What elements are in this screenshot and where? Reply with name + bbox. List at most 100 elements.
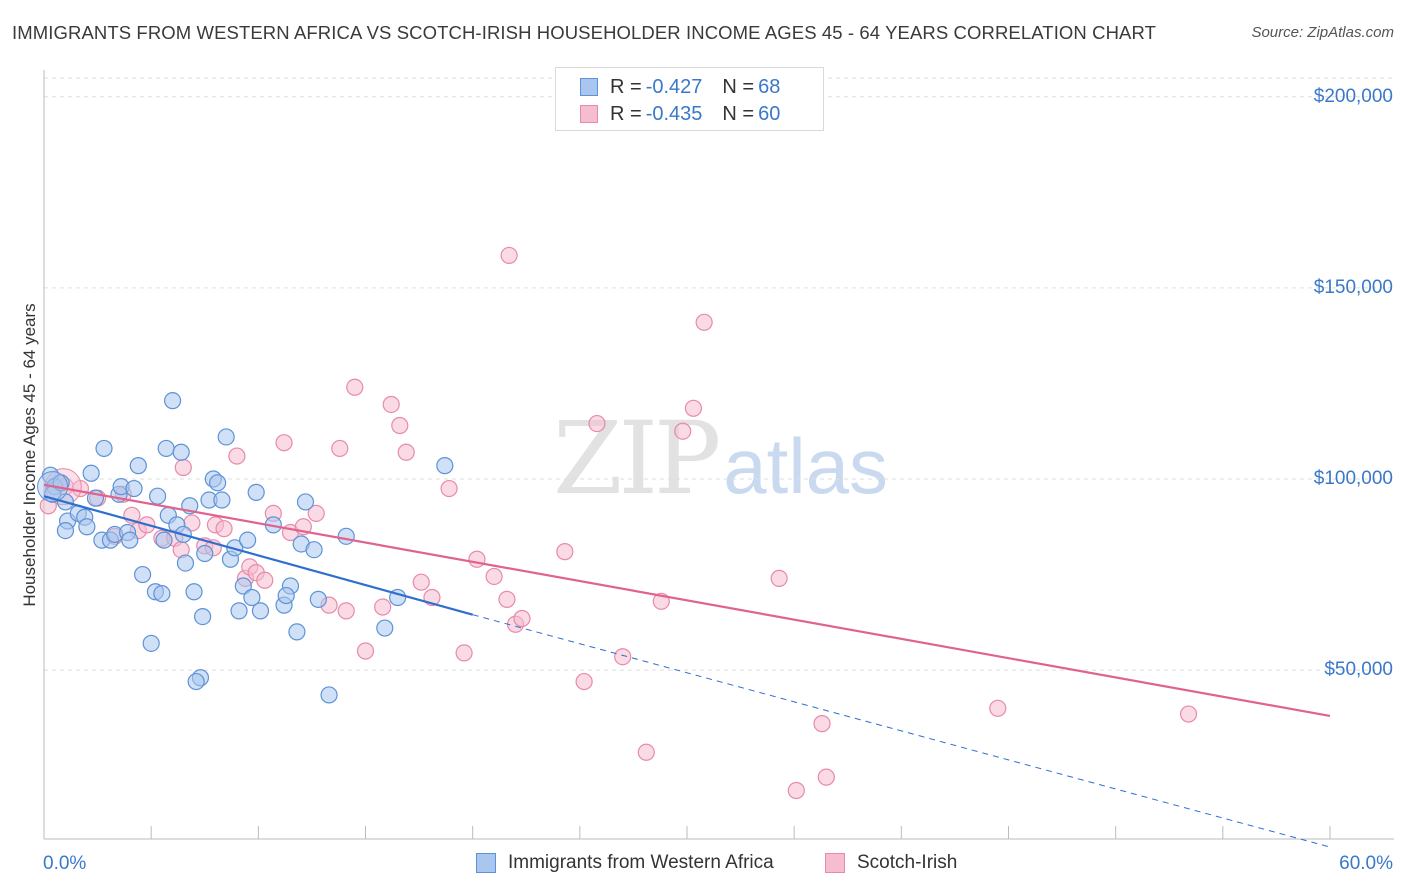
legend-n-value: 68: [758, 75, 781, 98]
x-tick-label-min: 0.0%: [43, 853, 87, 874]
y-tick-label: $150,000: [1313, 277, 1393, 298]
legend-row-scotch-irish: R = -0.435 N = 60: [580, 102, 780, 126]
y-tick-label: $100,000: [1313, 468, 1393, 489]
scotch-irish-point: [397, 443, 415, 461]
scotch-irish-point: [374, 598, 392, 616]
western-africa-point: [305, 541, 323, 559]
western-africa-point: [436, 457, 454, 475]
western-africa-point: [82, 464, 100, 482]
western-africa-point: [243, 588, 261, 607]
scotch-irish-points: [39, 246, 1198, 800]
legend-r-label: R =: [610, 102, 642, 125]
western-africa-point: [155, 531, 173, 549]
scotch-irish-point: [307, 504, 325, 522]
legend-r-value: -0.427: [645, 75, 703, 98]
blue-swatch-icon: [580, 78, 598, 96]
scotch-irish-point: [770, 569, 788, 587]
western-africa-trend-line: [43, 495, 473, 616]
scotch-irish-point: [813, 715, 831, 733]
axes: [43, 70, 1394, 840]
western-africa-point: [187, 672, 205, 691]
western-africa-point: [247, 483, 265, 501]
western-africa-point: [376, 619, 394, 637]
western-africa-point: [157, 439, 175, 458]
scotch-irish-point: [275, 434, 293, 452]
scotch-irish-point: [588, 414, 606, 433]
scotch-irish-point: [455, 644, 473, 662]
western-africa-point: [251, 602, 270, 620]
watermark-zip: ZIP: [553, 400, 721, 517]
bottom-legend-label: Immigrants from Western Africa: [508, 852, 774, 873]
western-africa-point: [296, 493, 315, 511]
western-africa-point: [194, 607, 212, 626]
trend-lines: [43, 483, 1331, 848]
western-africa-point: [320, 686, 338, 704]
western-africa-point: [309, 590, 327, 608]
scotch-irish-point: [337, 602, 355, 620]
bottom-legend-western-africa: Immigrants from Western Africa: [476, 852, 774, 874]
scotch-irish-point: [556, 543, 574, 561]
scotch-irish-point: [674, 422, 692, 440]
legend-n-value: 60: [758, 102, 781, 125]
scotch-irish-point: [412, 573, 430, 591]
western-africa-point: [121, 531, 139, 549]
scotch-irish-point: [695, 313, 713, 331]
scotch-irish-point: [575, 672, 593, 691]
x-tick-label-max: 60.0%: [1339, 853, 1393, 874]
scotch-irish-point: [513, 609, 531, 628]
western-africa-point: [185, 583, 203, 601]
bottom-legend-scotch-irish: Scotch-Irish: [825, 852, 957, 874]
scotch-irish-point: [215, 520, 233, 538]
scotch-irish-point: [500, 246, 518, 265]
western-africa-point: [239, 531, 257, 549]
scotch-irish-point: [817, 768, 835, 786]
bottom-legend-label: Scotch-Irish: [857, 852, 958, 873]
legend-r-label: R =: [610, 75, 642, 98]
western-africa-point: [172, 443, 190, 461]
western-africa-point: [213, 491, 231, 509]
western-africa-point: [176, 554, 195, 572]
legend-n-label: N =: [722, 102, 755, 125]
pink-swatch-icon: [580, 105, 598, 123]
scotch-irish-trend-line: [43, 483, 1331, 718]
scotch-irish-point: [614, 648, 632, 666]
scotch-irish-point: [468, 550, 486, 568]
western-africa-point: [133, 565, 152, 584]
legend-r-value: -0.435: [645, 102, 703, 125]
blue-swatch-icon: [476, 853, 496, 873]
scotch-irish-point: [331, 439, 349, 458]
western-africa-point: [288, 623, 306, 641]
y-tick-label: $200,000: [1313, 86, 1393, 107]
pink-swatch-icon: [825, 853, 845, 873]
western-africa-point: [129, 457, 147, 475]
western-africa-point: [142, 634, 160, 652]
y-tick-label: $50,000: [1324, 659, 1393, 680]
scotch-irish-point: [498, 590, 516, 608]
zipatlas-watermark: ZIPatlas: [553, 400, 888, 517]
western-africa-point: [56, 521, 75, 540]
western-africa-point: [153, 585, 171, 603]
watermark-atlas: atlas: [723, 422, 889, 510]
western-africa-point: [164, 392, 182, 410]
scotch-irish-point: [256, 571, 274, 589]
correlation-legend: R = -0.427 N = 68 R = -0.435 N = 60: [555, 67, 824, 131]
scotch-irish-point: [637, 743, 655, 761]
western-africa-trend-extension: [472, 614, 1331, 848]
chart-title: IMMIGRANTS FROM WESTERN AFRICA VS SCOTCH…: [12, 22, 1157, 43]
western-africa-point: [125, 479, 143, 498]
scotch-irish-point: [440, 479, 458, 498]
scotch-irish-point: [346, 378, 364, 396]
y-axis-label: Householder Income Ages 45 - 64 years: [20, 303, 39, 607]
source-label: Source: ZipAtlas.com: [1251, 24, 1394, 41]
scotch-irish-point: [684, 399, 703, 417]
western-africa-point: [230, 602, 248, 620]
western-africa-point: [148, 487, 167, 505]
western-africa-point: [337, 527, 355, 545]
western-africa-point: [209, 474, 227, 492]
scotch-irish-point: [1179, 705, 1198, 723]
western-africa-point: [95, 439, 113, 458]
western-africa-point: [234, 577, 252, 595]
scotch-irish-point: [356, 642, 375, 660]
western-africa-point: [196, 544, 214, 563]
